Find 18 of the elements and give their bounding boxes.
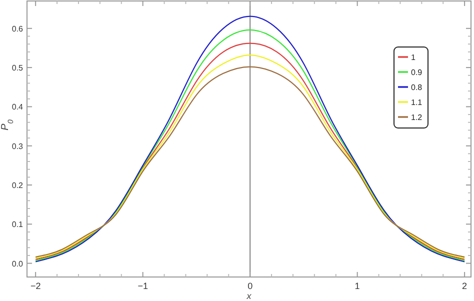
x-tick-label: 1 [354, 281, 360, 291]
y-tick-label: 0.2 [12, 181, 24, 190]
legend-label: 1.1 [411, 98, 423, 107]
legend-label: 1.2 [411, 113, 423, 122]
y-tick-label: 0.5 [12, 64, 24, 73]
legend-label: 1 [411, 53, 416, 62]
x-tick-label: −2 [30, 281, 41, 291]
y-tick-label: 0.4 [12, 102, 24, 112]
legend-label: 0.9 [411, 68, 423, 77]
y-tick-label: 0.1 [12, 220, 24, 230]
y-tick-label: 0.3 [12, 142, 24, 151]
x-axis-title: x [246, 291, 252, 301]
x-tick-label: 0 [248, 281, 253, 291]
y-tick-label: 0.6 [12, 24, 24, 34]
legend-label: 0.8 [411, 83, 423, 92]
y-tick-label: 0.0 [12, 259, 24, 268]
x-tick-label: 2 [462, 281, 468, 291]
x-tick-label: −1 [138, 281, 148, 291]
